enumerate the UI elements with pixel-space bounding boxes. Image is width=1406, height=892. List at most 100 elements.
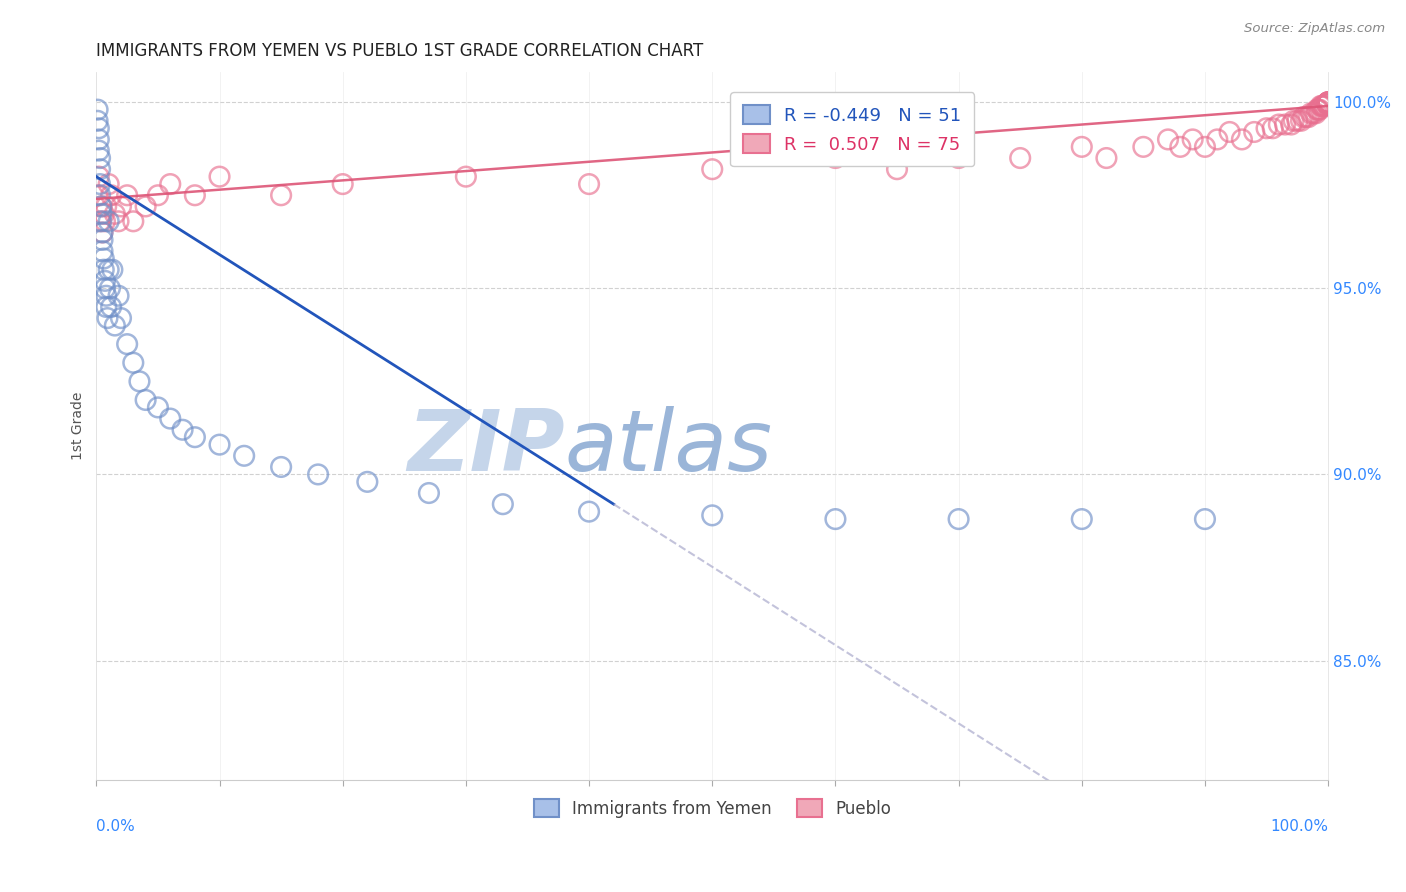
Point: [159, 177, 181, 191]
Point: [418, 486, 440, 500]
Point: [128, 375, 150, 389]
Point: [1230, 132, 1253, 146]
Point: [135, 392, 157, 407]
Point: [184, 188, 207, 202]
Point: [702, 162, 724, 177]
Point: [97, 177, 120, 191]
Point: [1317, 95, 1340, 110]
Point: [1309, 99, 1331, 113]
Text: 0.0%: 0.0%: [97, 819, 135, 833]
Point: [1316, 95, 1339, 110]
Point: [1289, 113, 1312, 128]
Point: [97, 262, 120, 277]
Point: [1279, 118, 1302, 132]
Point: [93, 262, 115, 277]
Point: [824, 512, 846, 526]
Point: [104, 207, 127, 221]
Point: [1317, 95, 1340, 110]
Point: [98, 281, 121, 295]
Point: [1206, 132, 1229, 146]
Point: [1298, 110, 1320, 124]
Y-axis label: 1st Grade: 1st Grade: [72, 392, 86, 460]
Point: [1317, 95, 1340, 110]
Point: [172, 423, 194, 437]
Text: ZIP: ZIP: [406, 406, 564, 489]
Point: [1261, 121, 1284, 136]
Point: [94, 281, 117, 295]
Point: [184, 430, 207, 444]
Point: [91, 226, 114, 240]
Point: [122, 356, 145, 370]
Point: [93, 252, 115, 266]
Point: [1308, 103, 1330, 117]
Point: [1315, 97, 1337, 112]
Point: [454, 169, 477, 184]
Point: [356, 475, 378, 489]
Point: [208, 437, 231, 451]
Point: [146, 188, 169, 202]
Point: [1010, 151, 1032, 165]
Point: [1299, 106, 1322, 120]
Point: [1219, 125, 1241, 139]
Point: [1282, 113, 1305, 128]
Point: [96, 289, 118, 303]
Point: [87, 169, 110, 184]
Point: [1317, 95, 1340, 110]
Point: [86, 188, 108, 202]
Point: [104, 318, 127, 333]
Point: [107, 289, 129, 303]
Point: [1194, 512, 1216, 526]
Point: [948, 151, 970, 165]
Point: [115, 188, 138, 202]
Point: [1256, 121, 1278, 136]
Point: [146, 401, 169, 415]
Point: [87, 121, 110, 136]
Point: [91, 226, 114, 240]
Point: [159, 411, 181, 425]
Point: [1286, 113, 1309, 128]
Point: [1316, 95, 1339, 110]
Point: [90, 199, 112, 213]
Legend: Immigrants from Yemen, Pueblo: Immigrants from Yemen, Pueblo: [527, 793, 897, 824]
Point: [1312, 99, 1334, 113]
Point: [1295, 110, 1317, 124]
Point: [101, 262, 124, 277]
Point: [1316, 96, 1339, 111]
Point: [1317, 95, 1340, 110]
Point: [91, 233, 114, 247]
Point: [233, 449, 256, 463]
Point: [94, 274, 117, 288]
Point: [307, 467, 329, 482]
Text: atlas: atlas: [564, 406, 772, 489]
Point: [1316, 96, 1339, 111]
Point: [90, 207, 112, 221]
Point: [1317, 95, 1340, 110]
Point: [89, 151, 111, 165]
Point: [122, 214, 145, 228]
Point: [332, 177, 354, 191]
Point: [1095, 151, 1118, 165]
Point: [107, 214, 129, 228]
Point: [208, 169, 231, 184]
Point: [1306, 103, 1329, 117]
Point: [87, 132, 110, 146]
Point: [86, 103, 108, 117]
Point: [1181, 132, 1204, 146]
Point: [1302, 106, 1324, 120]
Point: [89, 214, 111, 228]
Point: [1274, 118, 1296, 132]
Point: [1268, 118, 1291, 132]
Point: [90, 214, 112, 228]
Point: [89, 177, 111, 191]
Point: [270, 188, 292, 202]
Point: [1194, 140, 1216, 154]
Text: 100.0%: 100.0%: [1270, 819, 1329, 833]
Point: [1317, 95, 1340, 110]
Point: [94, 214, 117, 228]
Point: [1317, 95, 1340, 110]
Point: [886, 162, 908, 177]
Point: [1305, 106, 1327, 120]
Point: [89, 162, 111, 177]
Point: [702, 508, 724, 523]
Point: [1132, 140, 1154, 154]
